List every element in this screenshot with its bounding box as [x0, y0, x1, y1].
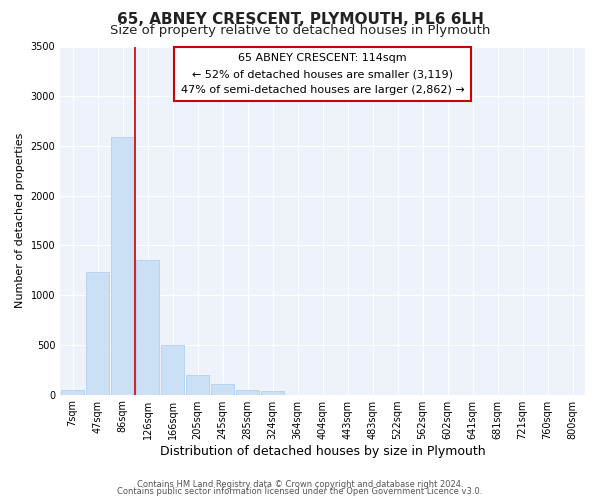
Bar	[211, 384, 234, 394]
Text: 65 ABNEY CRESCENT: 114sqm
← 52% of detached houses are smaller (3,119)
47% of se: 65 ABNEY CRESCENT: 114sqm ← 52% of detac…	[181, 54, 464, 94]
Text: Size of property relative to detached houses in Plymouth: Size of property relative to detached ho…	[110, 24, 490, 37]
Bar	[161, 345, 184, 395]
Text: 65, ABNEY CRESCENT, PLYMOUTH, PL6 6LH: 65, ABNEY CRESCENT, PLYMOUTH, PL6 6LH	[116, 12, 484, 28]
Bar	[61, 390, 84, 394]
X-axis label: Distribution of detached houses by size in Plymouth: Distribution of detached houses by size …	[160, 444, 485, 458]
Bar	[262, 390, 284, 394]
Bar	[236, 390, 259, 394]
Text: Contains public sector information licensed under the Open Government Licence v3: Contains public sector information licen…	[118, 488, 482, 496]
Bar	[112, 137, 134, 394]
Y-axis label: Number of detached properties: Number of detached properties	[15, 133, 25, 308]
Bar	[136, 260, 159, 394]
Bar	[187, 374, 209, 394]
Text: Contains HM Land Registry data © Crown copyright and database right 2024.: Contains HM Land Registry data © Crown c…	[137, 480, 463, 489]
Bar	[86, 272, 109, 394]
